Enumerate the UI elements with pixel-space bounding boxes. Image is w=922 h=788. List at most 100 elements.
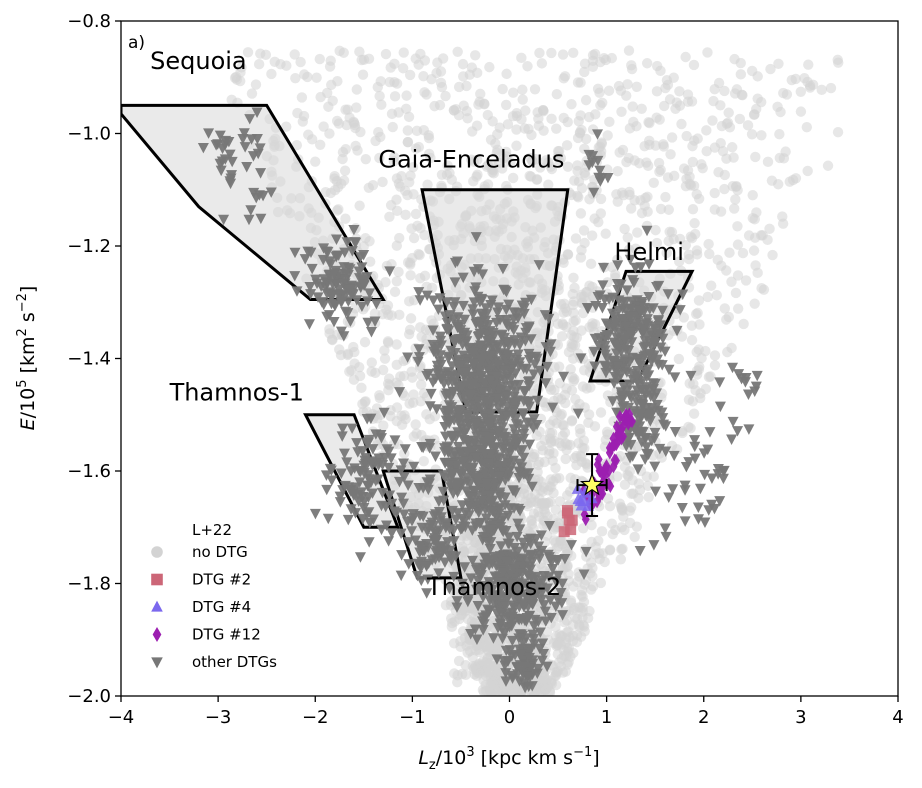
other-dtg-point <box>456 578 468 590</box>
other-dtg-point <box>330 234 342 245</box>
no-dtg-point <box>651 237 663 249</box>
other-dtg-point <box>535 530 547 541</box>
no-dtg-point <box>600 228 611 239</box>
no-dtg-point <box>742 120 754 131</box>
dtg12-point <box>624 417 633 431</box>
no-dtg-point <box>536 58 548 69</box>
other-dtg-point <box>305 289 317 300</box>
no-dtg-point <box>419 229 430 241</box>
no-dtg-point <box>405 257 416 268</box>
no-dtg-point <box>325 187 336 199</box>
other-dtg-point <box>582 303 594 315</box>
other-dtg-point <box>412 356 424 368</box>
other-dtg-point <box>714 401 726 413</box>
other-dtg-point <box>383 462 395 474</box>
no-dtg-point <box>391 276 402 287</box>
no-dtg-point <box>411 125 423 137</box>
other-dtg-point <box>251 107 263 118</box>
no-dtg-point <box>369 308 381 319</box>
no-dtg-point <box>338 47 349 58</box>
other-dtg-point <box>348 490 360 502</box>
no-dtg-point <box>711 289 723 301</box>
other-dtg-point <box>611 332 623 343</box>
other-dtg-point <box>424 438 436 450</box>
no-dtg-point <box>732 221 743 232</box>
no-dtg-point <box>324 128 335 139</box>
no-dtg-point <box>663 235 674 247</box>
other-dtg-point <box>503 466 515 477</box>
other-dtg-point <box>499 500 511 511</box>
other-dtg-point <box>508 314 520 325</box>
no-dtg-point <box>573 115 584 127</box>
other-dtg-point <box>407 513 419 524</box>
other-dtg-point <box>558 371 570 383</box>
no-dtg-point <box>414 249 425 261</box>
other-dtg-point <box>593 340 605 352</box>
other-dtg-point <box>712 469 724 480</box>
no-dtg-point <box>569 340 581 351</box>
no-dtg-point <box>407 372 418 383</box>
no-dtg-point <box>636 103 647 114</box>
other-dtg-point <box>597 280 609 291</box>
other-dtg-point <box>456 382 468 393</box>
other-dtg-point <box>612 284 624 296</box>
other-dtg-point <box>425 388 437 400</box>
no-dtg-point <box>749 109 760 120</box>
other-dtg-point <box>362 296 374 307</box>
other-dtg-point <box>386 528 398 539</box>
other-dtg-point <box>485 299 497 311</box>
no-dtg-point <box>599 556 610 568</box>
other-dtg-point <box>507 485 519 496</box>
other-dtg-point <box>427 295 439 307</box>
no-dtg-point <box>655 203 667 215</box>
other-dtg-point <box>524 439 536 451</box>
other-dtg-point <box>441 297 453 308</box>
no-dtg-point <box>707 115 718 126</box>
no-dtg-point <box>724 122 736 133</box>
no-dtg-point <box>367 179 379 191</box>
other-dtg-point <box>500 601 512 612</box>
no-dtg-point <box>596 526 608 537</box>
legend-title: L+22 <box>192 521 232 539</box>
other-dtg-point <box>309 508 321 520</box>
dtg-points <box>197 107 763 694</box>
other-dtg-point <box>336 431 348 442</box>
no-dtg-point <box>435 77 447 88</box>
other-dtg-point <box>540 342 552 353</box>
no-dtg-point <box>437 53 449 64</box>
other-dtg-point <box>649 427 661 439</box>
other-dtg-point <box>631 390 643 401</box>
other-dtg-point <box>462 412 474 423</box>
no-dtg-point <box>569 452 580 464</box>
other-dtg-point <box>435 512 447 523</box>
other-dtg-point <box>357 514 369 525</box>
no-dtg-point <box>618 511 629 522</box>
no-dtg-point <box>642 160 654 172</box>
other-dtg-point <box>657 413 669 424</box>
other-dtg-point <box>342 308 354 319</box>
other-dtg-point <box>462 596 474 608</box>
other-dtg-point <box>341 237 353 248</box>
other-dtg-point <box>528 633 540 645</box>
no-dtg-point <box>726 142 738 153</box>
dtg12-point <box>602 459 611 473</box>
no-dtg-point <box>340 104 351 115</box>
no-dtg-point <box>756 283 767 294</box>
other-dtg-point <box>265 187 277 198</box>
no-dtg-point <box>407 162 419 173</box>
other-dtg-point <box>518 661 530 673</box>
no-dtg-point <box>456 530 468 541</box>
other-dtg-point <box>714 496 726 507</box>
other-dtg-point <box>704 427 716 438</box>
other-dtg-point <box>421 370 433 382</box>
other-dtg-point <box>210 140 222 151</box>
other-dtg-point <box>524 550 536 561</box>
no-dtg-point <box>639 140 650 152</box>
other-dtg-point <box>484 524 496 536</box>
other-dtg-point <box>402 352 414 363</box>
other-dtg-point <box>525 294 537 306</box>
other-dtg-point <box>291 286 303 297</box>
other-dtg-point <box>395 570 407 582</box>
no-dtg-point <box>614 147 625 158</box>
other-dtg-point <box>442 410 454 422</box>
